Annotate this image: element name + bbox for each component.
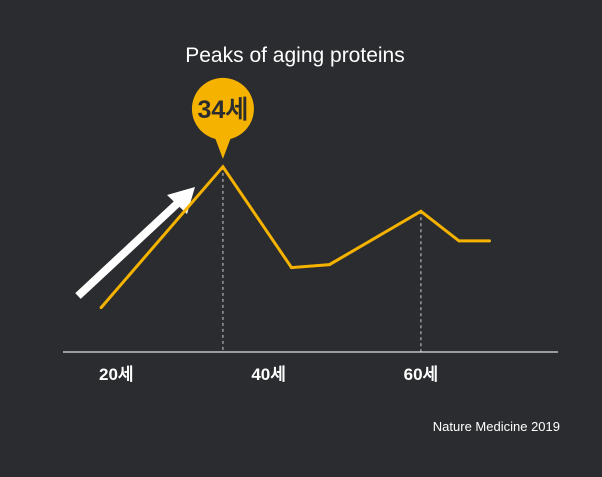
data-point	[419, 209, 423, 213]
guide-lines	[222, 166, 422, 352]
data-point	[328, 263, 332, 267]
data-point	[221, 165, 225, 169]
trend-arrow	[75, 187, 195, 299]
trend-arrow-shaft	[75, 198, 183, 299]
peak-callout-bubble	[191, 77, 254, 140]
peak-callout-label: 34세	[198, 96, 249, 124]
data-point	[487, 239, 491, 243]
data-points	[99, 165, 491, 310]
chart-title: Peaks of aging proteins	[185, 44, 404, 67]
x-tick-label: 40세	[251, 365, 286, 384]
data-point	[457, 239, 461, 243]
peak-callout: 34세	[191, 77, 254, 159]
x-tick-label: 60세	[404, 365, 439, 384]
source-credit: Nature Medicine 2019	[433, 419, 560, 434]
x-tick-label: 20세	[99, 365, 134, 384]
peak-callout-pointer	[213, 134, 232, 159]
x-tick-labels: 20세 40세 60세	[99, 365, 438, 384]
data-point	[289, 266, 293, 270]
series-line	[99, 164, 490, 309]
data-point	[99, 306, 103, 310]
